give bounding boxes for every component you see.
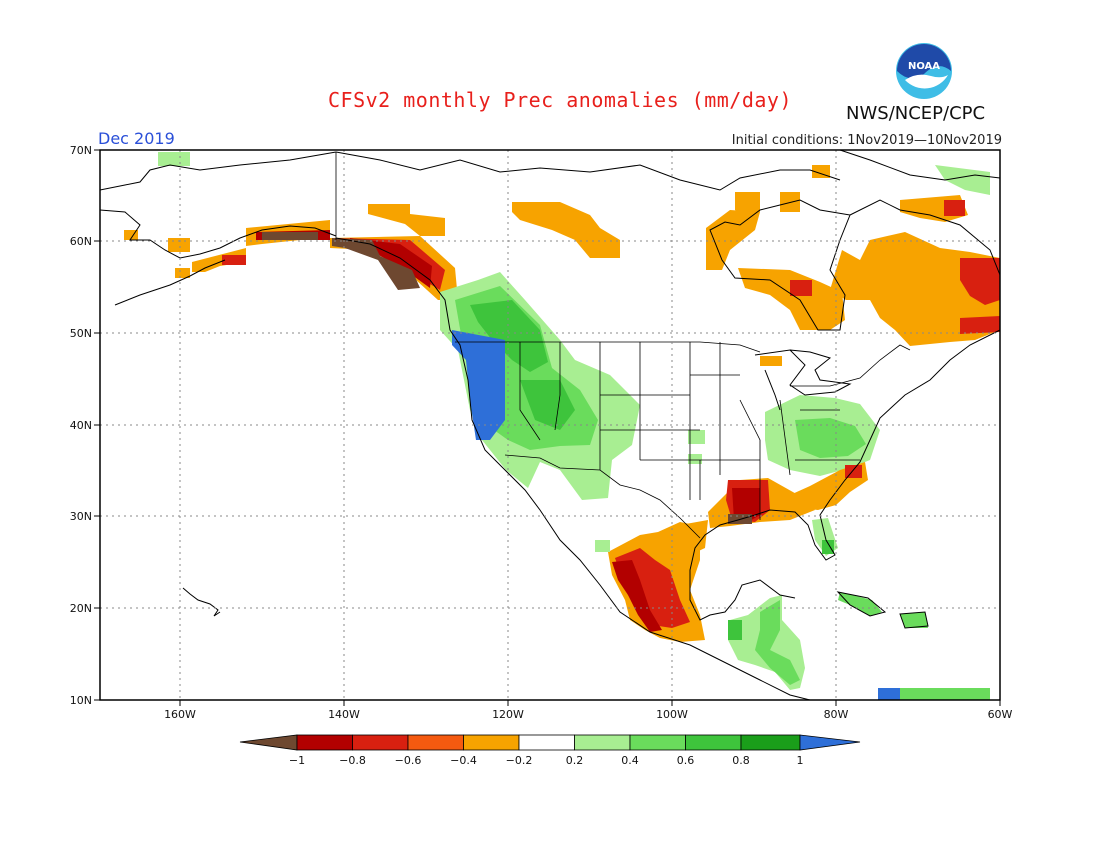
lat-ticks [94, 149, 100, 701]
colorbar-cell [574, 734, 631, 751]
anomaly-west-green-2 [520, 380, 575, 430]
anomaly-quebec [830, 232, 1000, 346]
anomaly-central-america-dark [728, 620, 742, 640]
anomaly-central-green-2 [688, 454, 702, 464]
anomaly-labrador-red [944, 200, 965, 216]
anomaly-gulf-darkred [732, 488, 760, 522]
colorbar-cell [740, 734, 801, 751]
colorbar-label: −1 [289, 754, 305, 767]
colorbar-cell [296, 734, 353, 751]
lat-tick-label: 70N [70, 144, 92, 157]
anomaly-bc-coast-brown [332, 238, 420, 290]
anomaly-bc-coast-red [335, 238, 445, 290]
colorbar-right-arrow [799, 734, 861, 751]
alaska-coast [99, 151, 337, 306]
borders [335, 152, 911, 539]
lat-tick-label: 40N [70, 419, 92, 432]
anomaly-alaska-southwest-3 [175, 268, 190, 278]
greenland-coast [839, 149, 1001, 181]
anomaly-texas-orange [680, 520, 708, 555]
lat-tick-label: 30N [70, 510, 92, 523]
anomaly-quebec-red [960, 258, 1000, 305]
colorbar-cell [518, 734, 575, 751]
anomaly-cuba [838, 592, 882, 616]
colorbar-label: 0.4 [621, 754, 639, 767]
anomaly-florida-green [822, 540, 834, 554]
initial-conditions: Initial conditions: 1Nov2019—10Nov2019 [731, 133, 1002, 148]
colorbar-cell [352, 734, 409, 751]
anomaly-central-america-green [755, 600, 800, 685]
organization-label: NWS/NCEP/CPC [846, 103, 986, 124]
anomaly-hudson-south [738, 268, 845, 330]
anomaly-central-green-1 [688, 430, 705, 444]
hawaii [182, 587, 221, 617]
anomaly-alaska-southwest-2 [168, 238, 190, 252]
anomaly-east-green [795, 418, 866, 458]
anomaly-caribbean-blue [878, 688, 900, 700]
anomaly-nwt-1 [368, 204, 445, 236]
anomaly-hudson-red [790, 280, 812, 296]
colorbar-left-arrow [239, 734, 298, 751]
map-title: CFSv2 monthly Prec anomalies (mm/day) [327, 88, 793, 112]
lat-tick-label: 60N [70, 235, 92, 248]
hispaniola-coast [899, 611, 929, 629]
anomaly-hispaniola [900, 612, 928, 628]
colorbar-cell [685, 734, 742, 751]
anomaly-greenland-green [935, 165, 990, 195]
colorbar [239, 734, 861, 751]
canada-arctic-coast [335, 151, 841, 191]
anomaly-greatlakes-orange [760, 356, 782, 366]
pacific-coast [335, 237, 811, 701]
anomaly-west-darkgreen [470, 300, 548, 372]
anomaly-alaska-gulf-brown [262, 232, 318, 240]
labrador-coast [849, 199, 1001, 276]
anomaly-mexico-darkred [612, 560, 662, 632]
great-lakes [754, 349, 852, 411]
anomaly-alaska-bering [158, 152, 190, 166]
noaa-logo: NOAA [896, 43, 952, 99]
anomaly-alaska-peninsula-red [222, 255, 246, 265]
lat-tick-label: 20N [70, 602, 92, 615]
colorbar-cell [463, 734, 520, 751]
anomaly-shading [124, 152, 1000, 700]
lat-tick-label: 50N [70, 327, 92, 340]
colorbar-cell [407, 734, 464, 751]
anomaly-mexico-green [595, 540, 610, 552]
colorbar-label: −0.6 [395, 754, 422, 767]
lon-ticks [179, 700, 1001, 706]
lon-tick-label: 80W [824, 708, 849, 721]
lon-tick-label: 120W [492, 708, 524, 721]
logo-text: NOAA [908, 61, 940, 72]
hudson-bay [709, 199, 851, 331]
colorbar-label: 0.2 [566, 754, 584, 767]
colorbar-label: −0.4 [450, 754, 477, 767]
anomaly-alaska-peninsula [192, 248, 246, 272]
graticule [100, 150, 1000, 700]
forecast-period: Dec 2019 [98, 129, 175, 148]
cuba-coast [836, 591, 887, 617]
us-mexico-border [504, 454, 701, 539]
anomaly-pnw-blue [452, 330, 505, 440]
colorbar-label: 1 [797, 754, 804, 767]
colorbar-label: −0.2 [506, 754, 533, 767]
anomaly-venezuela-green [900, 688, 990, 700]
lon-tick-label: 140W [328, 708, 360, 721]
colorbar-label: 0.6 [677, 754, 695, 767]
anomaly-nwt-2 [512, 202, 620, 258]
anomaly-carolina-red [845, 465, 862, 478]
colorbar-label: −0.8 [339, 754, 366, 767]
coastlines [99, 149, 1001, 701]
lon-tick-label: 100W [656, 708, 688, 721]
colorbar-cell [629, 734, 686, 751]
anomaly-quebec-red-2 [960, 316, 1000, 334]
us-state-lines [519, 342, 860, 520]
lat-tick-label: 10N [70, 694, 92, 707]
lon-tick-label: 160W [164, 708, 196, 721]
us-canada-border [455, 341, 911, 387]
lon-tick-label: 60W [988, 708, 1013, 721]
atlantic-coast [689, 329, 1001, 621]
colorbar-label: 0.8 [732, 754, 750, 767]
